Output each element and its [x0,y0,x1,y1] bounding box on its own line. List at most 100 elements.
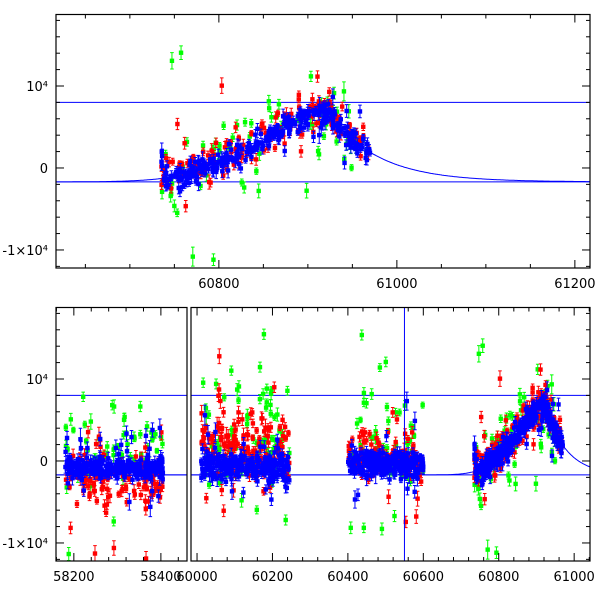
data-point-red [162,168,167,173]
data-point-blue [200,446,205,452]
data-point-blue [241,490,246,495]
data-point-blue [160,459,165,465]
data-point-blue [364,151,369,156]
data-point-red [503,418,509,423]
data-point-red [116,491,121,497]
data-point-red [230,441,236,446]
data-point-red [74,501,80,507]
data-point-blue [64,435,70,441]
data-point-red [240,417,245,422]
data-point-red [259,121,265,126]
data-point-blue [487,474,493,480]
data-point-blue [237,153,242,158]
data-point-green [111,404,117,409]
data-point-blue [169,173,174,179]
data-point-blue [559,450,564,456]
data-point-red [282,424,288,430]
data-point-green [361,525,367,531]
data-point-blue [317,132,322,138]
data-point-red [357,434,362,440]
data-point-blue [148,504,153,510]
data-point-blue [391,471,397,476]
data-point-blue [242,454,247,459]
data-point-green [125,442,130,447]
data-point-blue [397,468,403,473]
data-point-blue [536,427,542,433]
data-point-blue [364,141,369,147]
data-point-red [284,112,289,117]
data-point-red [213,140,219,146]
data-point-green [245,415,250,420]
data-point-blue [248,147,253,153]
data-point-green [521,395,527,400]
data-point-blue [212,445,218,450]
data-point-blue [187,162,192,168]
data-point-red [250,410,255,415]
data-point-red [310,97,315,102]
data-point-green [377,365,383,370]
data-point-green [160,441,165,447]
data-point-blue [384,433,389,439]
data-point-red [253,157,259,162]
data-point-red [236,135,242,141]
data-point-red [482,496,487,502]
data-point-blue [342,160,347,166]
data-point-red [338,131,344,137]
data-point-blue [218,473,223,479]
data-point-blue [183,173,188,179]
data-point-red [92,551,98,556]
data-point-red [283,436,288,441]
data-point-blue [224,150,229,155]
data-point-blue [160,470,166,475]
data-point-red [357,137,362,143]
data-point-blue [503,449,509,455]
data-point-blue [350,139,355,145]
data-point-green [138,432,143,437]
data-point-green [260,391,266,397]
data-point-red [209,148,214,153]
data-point-blue [219,163,225,169]
y-tick-label: -1×10⁴ [2,244,48,259]
data-point-blue [271,135,277,140]
data-point-red [374,435,379,441]
data-point-blue [370,470,375,476]
data-point-green [263,405,269,410]
data-point-red [219,83,224,88]
data-point-green [268,402,273,408]
y-tick-label: 0 [40,455,48,470]
data-point-blue [211,156,216,161]
data-point-red [219,487,224,493]
data-point-blue [349,131,355,136]
data-point-green [512,462,517,467]
data-point-red [216,393,221,398]
data-point-red [497,376,503,381]
data-point-blue [127,462,133,468]
data-point-red [258,126,264,131]
data-point-red [277,425,283,430]
data-point-blue [156,493,161,499]
data-point-blue [215,165,220,171]
data-point-blue [327,108,332,114]
data-point-blue [229,471,235,476]
data-point-green [538,445,544,450]
data-point-green [211,257,216,262]
data-point-red [206,179,212,185]
data-point-red [361,440,367,445]
data-point-green [71,427,76,433]
data-point-blue [489,450,494,455]
data-point-blue [518,426,523,431]
data-point-blue [270,130,275,135]
data-point-blue [65,481,71,486]
data-point-blue [178,166,183,171]
data-point-red [289,111,294,117]
data-point-blue [233,156,239,162]
data-point-blue [298,111,303,117]
data-point-red [216,387,222,392]
data-point-blue [354,456,359,461]
data-point-red [166,159,172,165]
data-point-blue [384,466,389,471]
data-point-blue [322,112,327,118]
data-point-green [325,99,330,104]
data-point-green [254,169,259,174]
